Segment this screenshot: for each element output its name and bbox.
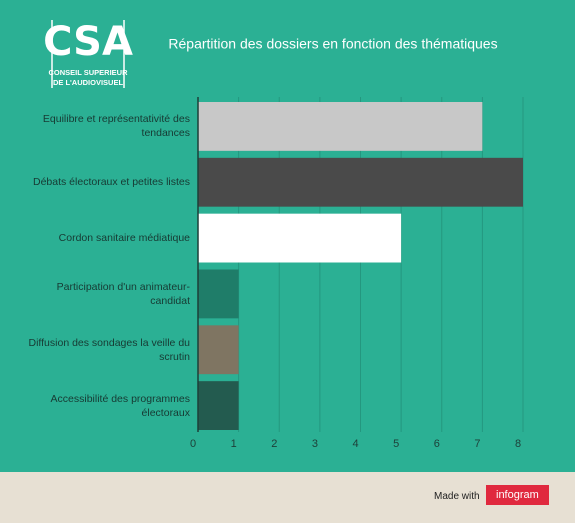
- x-tick-label: 2: [271, 438, 277, 450]
- footer: Made with infogram: [0, 472, 575, 523]
- bar: [198, 102, 483, 151]
- x-tick-label: 5: [393, 438, 399, 450]
- chart-title: Répartition des dossiers en fonction des…: [168, 36, 497, 52]
- x-tick-label: 3: [312, 438, 318, 450]
- x-tick-label: 4: [352, 438, 358, 450]
- bar: [198, 381, 239, 430]
- bar: [198, 325, 239, 375]
- x-tick-label: 6: [434, 438, 440, 450]
- logo-title: CSA: [43, 19, 133, 65]
- x-tick-label: 1: [231, 438, 237, 450]
- y-tick-label: Diffusion des sondages la veille du scru…: [28, 336, 191, 363]
- y-tick-label: Cordon sanitaire médiatique: [58, 232, 190, 245]
- x-tick-label: 8: [515, 438, 521, 450]
- bar: [198, 213, 402, 263]
- logo-line: CONSEIL SUPERIEUR: [48, 68, 128, 77]
- y-tick-label: Participation d'un animateur-candidat: [56, 280, 190, 307]
- y-tick-label: Accessibilité des programmes électoraux: [50, 392, 190, 419]
- bar: [198, 157, 523, 207]
- y-tick-label: Equilibre et représentativité des tendan…: [42, 113, 190, 140]
- y-tick-label: Débats électoraux et petites listes: [33, 176, 190, 189]
- x-tick-label: 0: [190, 438, 196, 450]
- x-tick-label: 7: [474, 438, 480, 450]
- brand: infogram: [486, 485, 549, 505]
- bar: [198, 269, 239, 319]
- logo-line: DE L'AUDIOVISUEL: [53, 78, 124, 87]
- chart: CSA CONSEIL SUPERIEUR DE L'AUDIOVISUEL R…: [43, 19, 524, 450]
- made-with: Made with: [434, 491, 480, 502]
